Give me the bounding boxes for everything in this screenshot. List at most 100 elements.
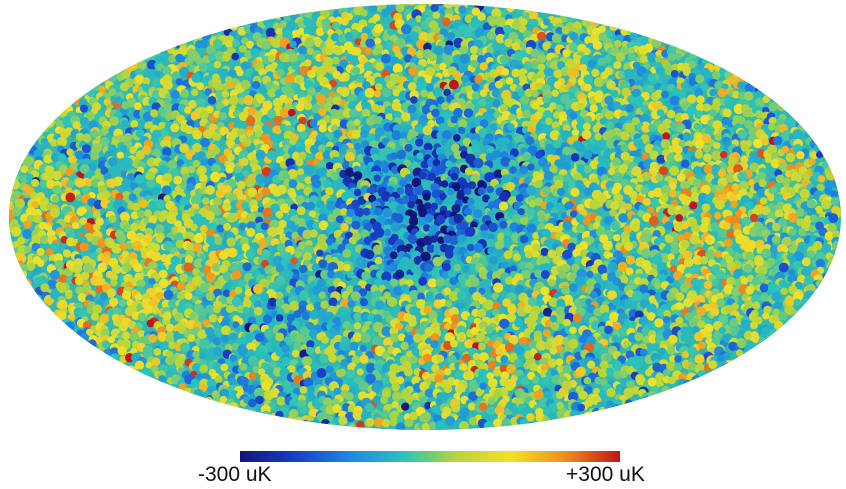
temperature-speck: [50, 242, 59, 251]
temperature-speck: [241, 201, 249, 210]
temperature-speck: [443, 88, 451, 97]
temperature-speck: [486, 185, 495, 194]
temperature-speck: [828, 256, 836, 264]
temperature-speck: [415, 138, 424, 147]
temperature-speck: [199, 110, 209, 120]
temperature-speck: [543, 67, 553, 77]
temperature-speck: [450, 115, 458, 124]
temperature-speck: [193, 213, 203, 224]
temperature-speck: [114, 96, 123, 105]
temperature-speck: [592, 40, 603, 50]
temperature-speck: [570, 210, 578, 218]
temperature-speck: [470, 18, 481, 29]
temperature-speck: [543, 109, 552, 119]
temperature-speck: [568, 76, 577, 85]
temperature-speck: [433, 45, 444, 55]
temperature-speck: [631, 223, 640, 232]
temperature-speck: [199, 39, 209, 49]
temperature-speck: [778, 262, 789, 273]
temperature-speck: [681, 46, 689, 54]
temperature-speck: [537, 31, 547, 41]
temperature-speck: [352, 47, 362, 56]
temperature-speck: [363, 61, 374, 72]
temperature-speck: [816, 151, 824, 159]
temperature-speck: [745, 251, 755, 261]
temperature-speck: [732, 90, 740, 99]
temperature-speck: [711, 150, 722, 161]
temperature-speck: [828, 153, 838, 162]
temperature-speck: [684, 39, 693, 49]
temperature-speck: [767, 122, 776, 131]
temperature-speck: [31, 179, 40, 187]
temperature-speck: [158, 214, 166, 223]
temperature-speck: [810, 299, 820, 310]
temperature-speck: [10, 261, 19, 269]
temperature-speck: [416, 49, 425, 59]
temperature-speck: [715, 269, 725, 280]
temperature-speck: [527, 208, 535, 216]
temperature-speck: [381, 87, 392, 98]
temperature-speck: [175, 78, 183, 86]
temperature-speck: [822, 272, 831, 281]
temperature-speck: [360, 4, 370, 7]
temperature-speck: [780, 287, 788, 296]
temperature-speck: [519, 165, 529, 175]
temperature-speck: [591, 68, 600, 78]
temperature-speck: [503, 250, 513, 260]
temperature-speck: [399, 131, 408, 140]
temperature-speck: [98, 85, 107, 94]
temperature-speck: [296, 168, 305, 176]
temperature-speck: [382, 207, 392, 218]
temperature-speck: [299, 65, 309, 76]
temperature-speck: [90, 73, 100, 83]
temperature-speck: [238, 336, 247, 345]
temperature-speck: [576, 224, 586, 234]
temperature-speck: [817, 175, 826, 183]
temperature-speck: [557, 61, 565, 70]
temperature-speck: [590, 290, 598, 299]
temperature-speck: [330, 172, 339, 181]
temperature-speck: [167, 159, 178, 170]
temperature-speck: [696, 306, 707, 317]
temperature-speck: [17, 236, 26, 245]
temperature-speck: [768, 329, 776, 337]
temperature-speck: [9, 240, 12, 251]
temperature-speck: [662, 132, 671, 141]
temperature-speck: [531, 101, 540, 110]
temperature-speck: [351, 220, 361, 230]
temperature-speck: [494, 80, 503, 89]
temperature-speck: [58, 97, 67, 107]
temperature-speck: [711, 54, 721, 64]
temperature-speck: [745, 286, 754, 295]
temperature-speck: [213, 197, 222, 206]
temperature-speck: [433, 63, 442, 72]
temperature-speck: [509, 4, 521, 9]
temperature-speck: [612, 297, 621, 307]
temperature-speck: [712, 278, 720, 286]
temperature-speck: [767, 193, 775, 202]
temperature-speck: [346, 53, 354, 62]
temperature-speck: [514, 318, 524, 328]
temperature-speck: [668, 38, 677, 48]
temperature-speck: [401, 112, 411, 122]
temperature-speck: [341, 18, 349, 26]
temperature-speck: [440, 180, 449, 188]
temperature-speck: [529, 18, 539, 28]
temperature-speck: [741, 66, 749, 75]
temperature-speck: [416, 299, 426, 309]
temperature-speck: [723, 238, 733, 248]
temperature-speck: [492, 301, 501, 310]
temperature-speck: [795, 111, 805, 122]
temperature-speck: [81, 144, 91, 154]
temperature-speck: [296, 206, 306, 216]
temperature-speck: [467, 314, 475, 323]
temperature-speck: [260, 222, 269, 231]
temperature-speck: [557, 188, 565, 196]
temperature-speck: [118, 299, 127, 307]
temperature-speck: [353, 171, 363, 180]
temperature-speck: [184, 106, 192, 115]
temperature-speck: [340, 87, 350, 98]
temperature-speck: [269, 132, 279, 142]
temperature-speck: [562, 220, 572, 231]
temperature-speck: [426, 83, 434, 92]
